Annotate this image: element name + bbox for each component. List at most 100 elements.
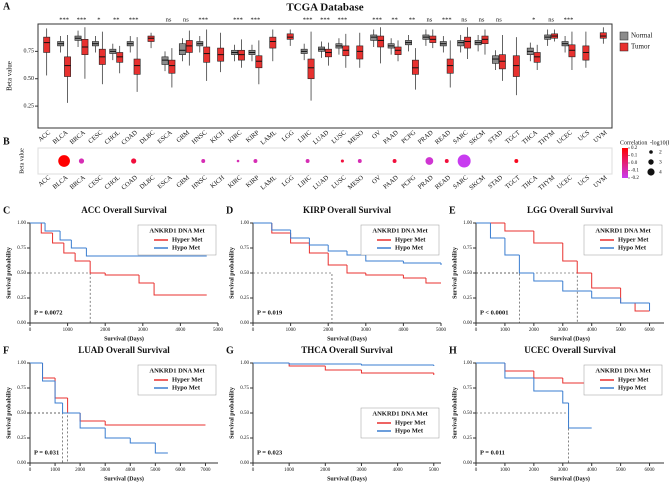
survival-step [346,265,366,274]
box [464,36,472,49]
y-tick-label: 0.50 [240,271,249,276]
survival-step [425,278,441,284]
survival-step [271,223,291,234]
x-tick-label: 3000 [138,328,149,333]
x-tick-label: 4000 [175,328,186,333]
x-tick-label: COAD [120,174,139,191]
legend-box [137,364,217,396]
x-tick-label: UVM [592,174,608,189]
dot [457,154,471,168]
x-tick-label: PAAD [382,174,400,191]
y-tick-label: 0.50 [463,271,472,276]
significance-label: * [532,16,535,23]
p-value: P = 0.0072 [34,309,62,316]
box [43,36,51,53]
x-tick-label: 1000 [284,468,295,473]
legend-label: Hyper Met [395,419,426,426]
dot [357,159,362,163]
significance-label: *** [372,16,382,23]
survival-step [591,273,621,289]
survival-step [44,223,61,232]
survival-step [85,248,207,257]
x-tick-label: LUAD [312,174,331,191]
survival-step [62,403,81,414]
x-tick-label: KIRP [245,174,261,189]
survival-step [365,273,404,276]
legend-label: Hypo Met [172,244,201,251]
size-legend-label: 4 [659,169,662,175]
x-tick-label: 0 [475,328,478,333]
survival-step [67,398,81,414]
x-tick-label: THCA [521,129,539,146]
colorbar-tick-label: 0.0 [631,161,638,166]
x-tick-label: 4000 [587,468,598,473]
significance-label: ns [496,16,502,23]
dot [236,159,240,163]
x-tick-label: 2000 [529,328,540,333]
legend-title: ANKRD1 DNA Met [372,227,428,234]
y-axis-title: Survival probability [452,247,458,299]
x-tick-label: KIRC [227,174,243,189]
x-tick-label: LUAD [312,129,331,146]
survival-step [40,223,53,234]
x-tick-label: BRCA [69,129,87,146]
x-tick-label: 1000 [63,328,74,333]
panel-label: A [3,1,11,12]
x-tick-label: UCS [577,129,591,143]
colorbar-tick-label: 0.1 [631,154,638,159]
survival-step [89,261,106,274]
x-tick-label: 5000 [436,328,447,333]
box [457,40,465,47]
x-axis-title: Survival (Days) [550,335,590,342]
legend-label: Hyper Met [172,376,203,383]
survival-step [308,238,329,246]
box [533,52,541,63]
x-tick-label: 3000 [356,468,367,473]
survival-step [154,443,168,454]
legend-swatch [619,31,629,41]
survival-step [518,255,534,274]
x-tick-label: SKCM [468,174,487,191]
survival-step [324,366,362,371]
significance-label: ns [183,16,189,23]
box [185,40,193,53]
survival-step [360,364,434,366]
x-tick-label: 6000 [175,468,186,473]
size-legend-label: 3 [659,159,662,165]
significance-label: *** [442,16,452,23]
significance-label: *** [198,16,208,23]
box [269,36,277,49]
y-tick-label: 0.25 [463,436,472,441]
chart-title: THCA Overall Survival [301,345,393,355]
x-tick-label: 5000 [616,328,627,333]
x-tick-label: 5000 [616,468,627,473]
survival-step [290,230,310,239]
legend-title: ANKRD1 DNA Met [595,367,651,374]
dot [425,157,434,165]
x-tick-label: READ [434,129,452,146]
x-tick-label: 0 [252,468,255,473]
panel-label: D [226,205,233,216]
y-tick-label: 1.00 [463,221,472,226]
legend-box [583,364,663,396]
survival-step [129,438,156,444]
y-axis-title: Survival probability [452,387,458,439]
survival-step [504,223,534,232]
x-tick-label: ESCA [156,174,173,190]
y-tick-label: 0.00 [240,321,249,326]
x-tick-label: CESC [87,174,104,190]
survival-step [620,288,636,304]
legend-label: Hyper Met [395,236,426,243]
x-tick-label: 1000 [286,328,297,333]
x-tick-label: UCEC [556,174,574,191]
survival-step [327,245,347,252]
x-tick-label: CHOL [103,174,121,191]
box [356,45,364,60]
box [325,48,332,58]
x-tick-label: THCA [521,174,539,191]
y-tick-label: 0.75 [463,386,472,391]
x-tick-label: 1000 [50,468,61,473]
survival-step [59,231,72,241]
y-tick-label: 0.75 [463,246,472,251]
